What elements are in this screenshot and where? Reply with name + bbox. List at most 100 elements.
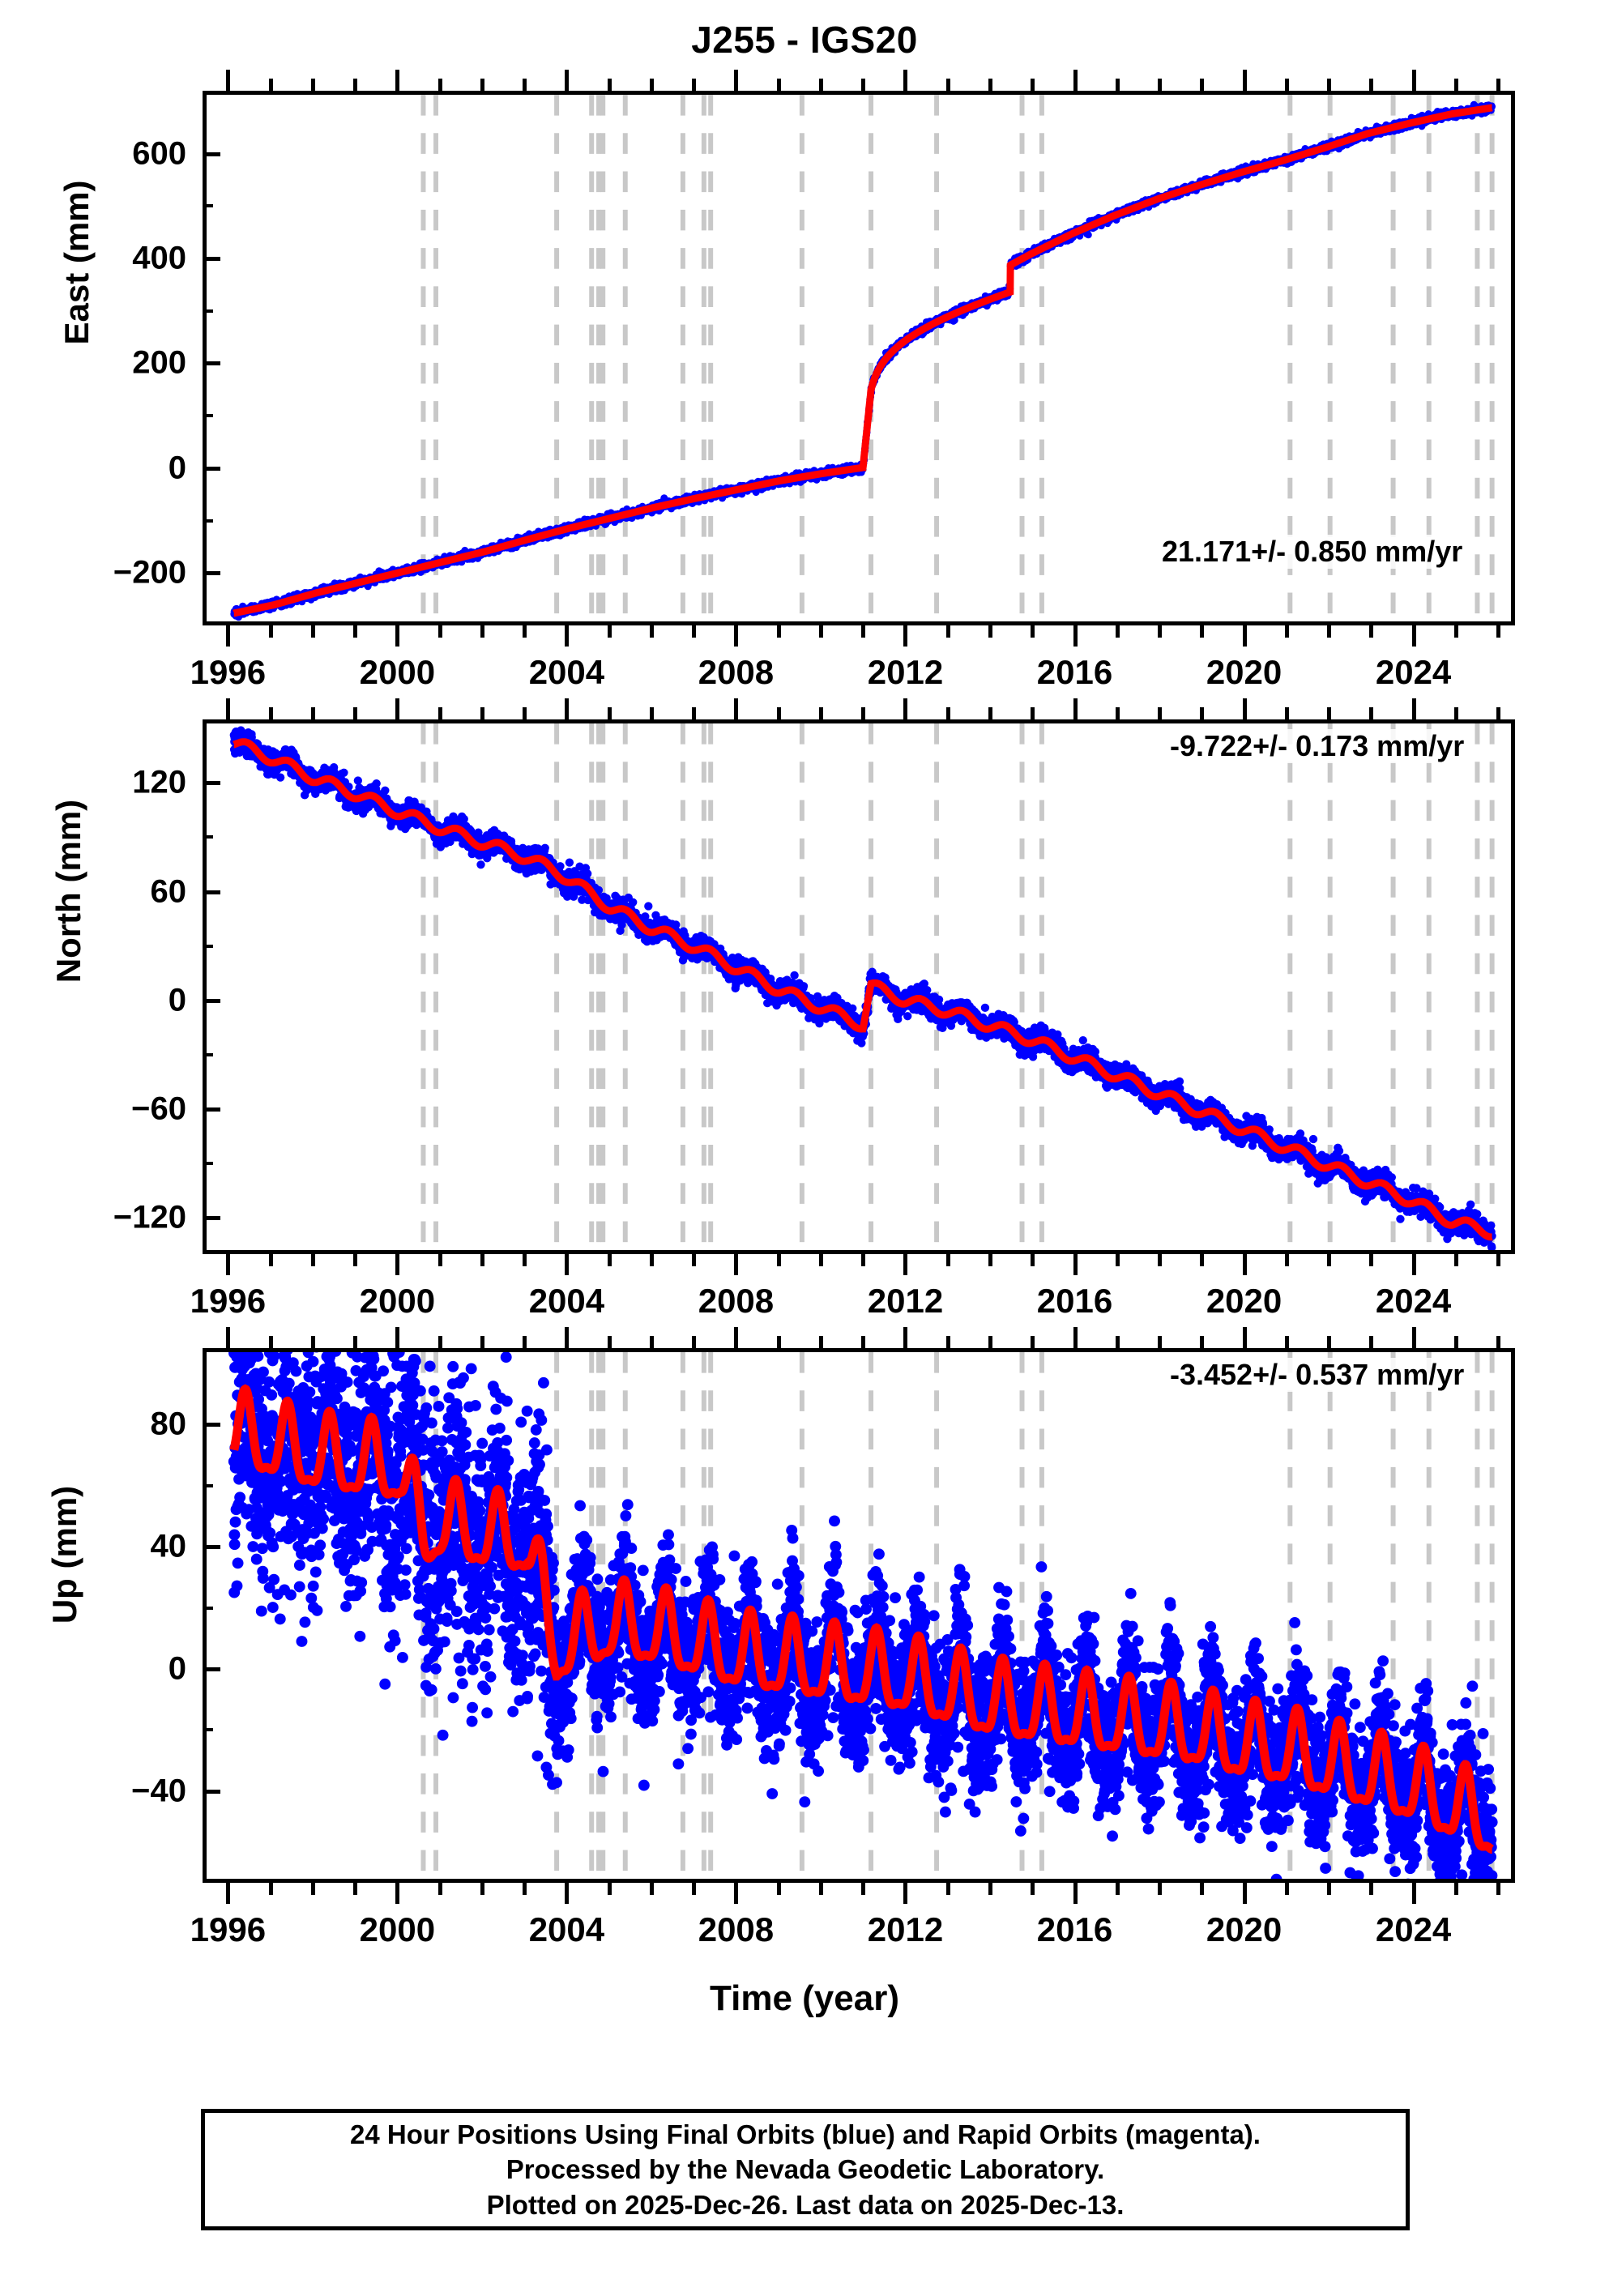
x-tick-top: [776, 707, 781, 719]
x-tick-label: 2004: [528, 1910, 605, 1948]
y-tick-label-east: 200: [132, 344, 186, 381]
x-tick-minor: [1158, 1883, 1163, 1895]
x-tick-major: [1073, 625, 1078, 647]
panel-north: [203, 719, 1515, 1254]
x-tick-label: 2020: [1206, 1282, 1283, 1320]
x-tick-top: [1453, 1336, 1458, 1348]
x-tick-minor: [861, 1254, 866, 1266]
panel-east-plot: [230, 95, 1496, 621]
x-tick-top: [1327, 707, 1332, 719]
x-tick-top: [1073, 1327, 1078, 1348]
x-tick-minor: [776, 1254, 781, 1266]
x-tick-top: [565, 70, 570, 91]
x-tick-minor: [776, 1883, 781, 1895]
x-tick-top: [903, 70, 908, 91]
x-tick-minor: [1200, 1883, 1205, 1895]
x-tick-top: [1073, 70, 1078, 91]
x-tick-minor: [1369, 625, 1374, 638]
x-tick-minor: [1031, 1254, 1035, 1266]
x-tick-top: [268, 79, 273, 91]
x-tick-minor: [268, 1254, 273, 1266]
y-tick-minor: [203, 1728, 213, 1732]
x-tick-top: [395, 1327, 400, 1348]
rate-annotation-east: 21.171+/- 0.850 mm/yr: [1159, 535, 1466, 569]
x-tick-top: [1115, 1336, 1120, 1348]
x-tick-major: [226, 1254, 231, 1275]
x-tick-top: [1200, 79, 1205, 91]
x-tick-top: [1411, 70, 1416, 91]
x-tick-major: [1073, 1883, 1078, 1904]
x-tick-minor: [692, 1883, 697, 1895]
footer-line-2: Processed by the Nevada Geodetic Laborat…: [506, 2154, 1105, 2185]
x-tick-top: [945, 1336, 950, 1348]
panel-east-frame: [203, 91, 1515, 625]
x-tick-top: [480, 1336, 484, 1348]
x-tick-minor: [988, 1254, 992, 1266]
y-tick-minor: [203, 204, 213, 208]
x-tick-minor: [607, 1883, 612, 1895]
y-tick-mark: [203, 466, 220, 471]
x-tick-minor: [1115, 625, 1120, 638]
y-tick-mark: [203, 1423, 220, 1428]
x-tick-top: [226, 1327, 231, 1348]
x-tick-minor: [945, 1883, 950, 1895]
x-tick-minor: [649, 1254, 654, 1266]
y-tick-label-up: 80: [150, 1406, 187, 1442]
x-tick-top: [1158, 79, 1163, 91]
x-tick-minor: [480, 1254, 484, 1266]
x-tick-top: [1284, 707, 1289, 719]
panel-north-frame: [203, 719, 1515, 1254]
rate-annotation-up: -3.452+/- 0.537 mm/yr: [1167, 1358, 1468, 1392]
x-tick-minor: [692, 625, 697, 638]
x-tick-label: 2012: [867, 1282, 944, 1320]
panel-up-frame: [203, 1348, 1515, 1883]
x-tick-minor: [523, 1883, 527, 1895]
x-tick-top: [1411, 698, 1416, 719]
y-tick-mark: [203, 361, 220, 366]
x-tick-top: [310, 79, 315, 91]
x-tick-top: [649, 1336, 654, 1348]
x-tick-top: [734, 698, 739, 719]
x-tick-minor: [988, 1883, 992, 1895]
x-tick-top: [649, 707, 654, 719]
x-tick-major: [903, 625, 908, 647]
x-tick-top: [988, 79, 992, 91]
x-tick-label: 2016: [1036, 1282, 1113, 1320]
y-tick-mark: [203, 890, 220, 894]
x-tick-top: [1411, 1327, 1416, 1348]
x-tick-top: [776, 1336, 781, 1348]
x-tick-label: 2020: [1206, 1910, 1283, 1948]
x-tick-label: 2008: [698, 1910, 775, 1948]
y-tick-mark: [203, 1667, 220, 1671]
x-tick-label: 2016: [1036, 1910, 1113, 1948]
x-tick-major: [734, 1883, 739, 1904]
panel-up: [203, 1348, 1515, 1883]
x-tick-major: [903, 1254, 908, 1275]
y-tick-label-east: 600: [132, 135, 186, 172]
x-tick-top: [818, 707, 823, 719]
x-tick-minor: [1496, 1883, 1501, 1895]
x-tick-top: [226, 70, 231, 91]
y-tick-mark: [203, 781, 220, 786]
x-tick-top: [1115, 79, 1120, 91]
x-axis-label: Time (year): [710, 1978, 899, 2018]
y-tick-label-up: 0: [168, 1650, 186, 1687]
x-tick-minor: [988, 625, 992, 638]
x-tick-top: [607, 707, 612, 719]
footer-line-3: Plotted on 2025-Dec-26. Last data on 202…: [486, 2189, 1125, 2220]
y-tick-minor: [203, 1606, 213, 1610]
x-tick-label: 2024: [1375, 1282, 1452, 1320]
x-tick-top: [1284, 1336, 1289, 1348]
x-tick-label: 2008: [698, 1282, 775, 1320]
x-tick-top: [437, 79, 442, 91]
y-tick-minor: [203, 414, 213, 418]
x-tick-label: 2012: [867, 653, 944, 691]
x-tick-top: [480, 707, 484, 719]
x-tick-label: 1996: [190, 653, 267, 691]
x-tick-top: [607, 1336, 612, 1348]
x-tick-label: 2000: [359, 653, 436, 691]
x-tick-top: [437, 1336, 442, 1348]
x-tick-top: [1453, 707, 1458, 719]
x-tick-top: [1031, 79, 1035, 91]
x-tick-top: [945, 79, 950, 91]
